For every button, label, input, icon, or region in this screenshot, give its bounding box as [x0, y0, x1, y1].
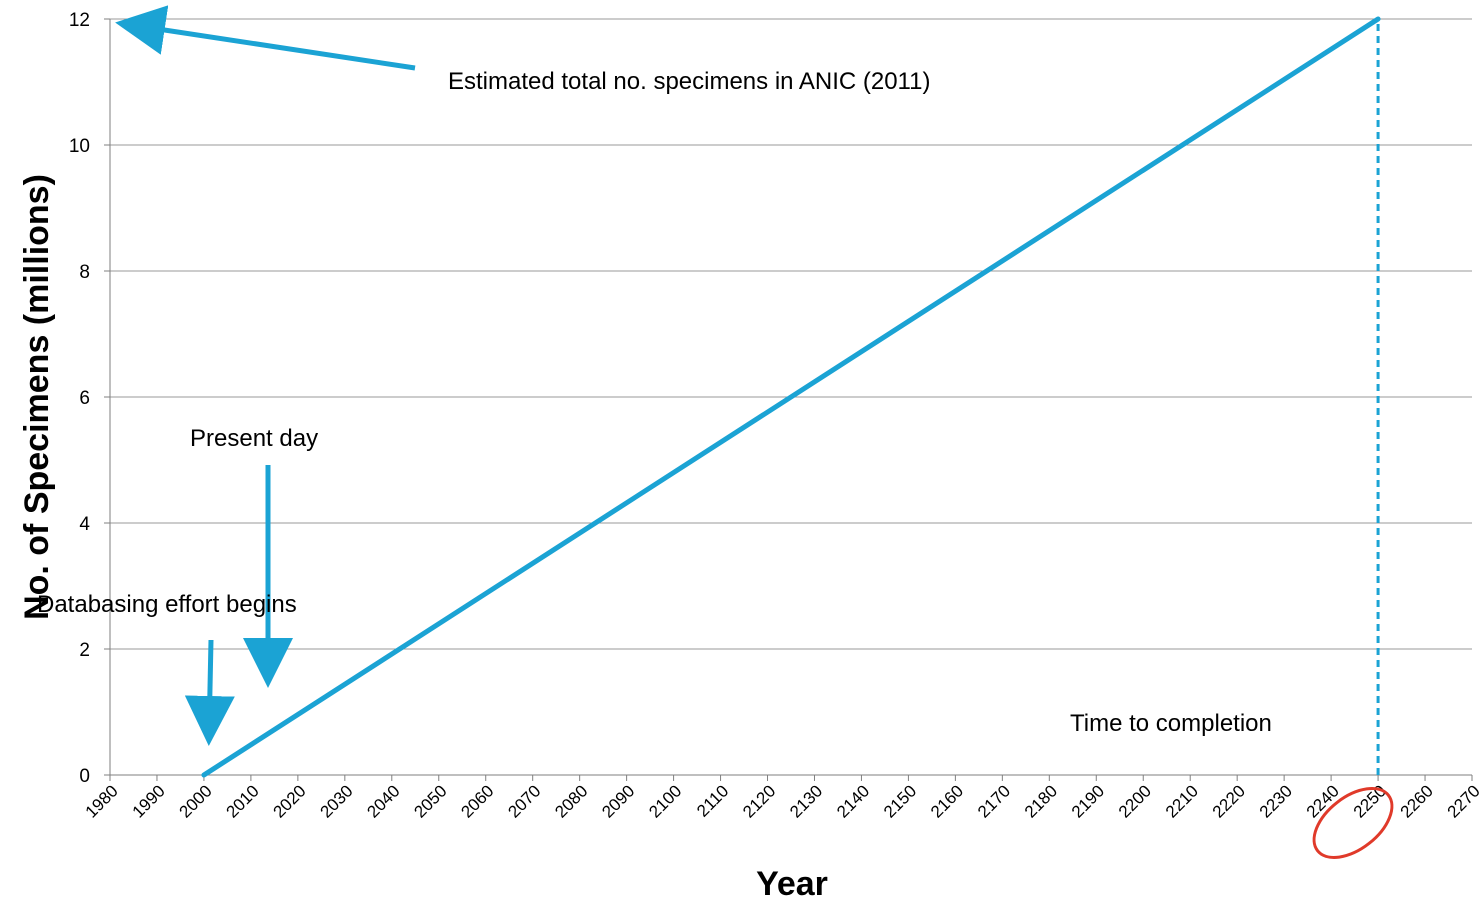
series-layer: [201, 16, 1381, 778]
x-tick-label-2070: 2070: [504, 781, 544, 821]
y-axis-title: No. of Specimens (millions): [18, 174, 56, 620]
x-tick-label-2010: 2010: [223, 781, 263, 821]
y-tick-label-8: 8: [79, 262, 90, 283]
x-tick-label-2160: 2160: [927, 781, 967, 821]
arrow-total-specimens: [115, 5, 416, 71]
x-tick-labels: 1980 1990 2000 2010 2020 2030 2040 2050 2060 2070…: [82, 781, 1483, 821]
x-tick-label-2210: 2210: [1162, 781, 1202, 821]
x-tick-label-2000: 2000: [176, 781, 216, 821]
x-tick-label-2180: 2180: [1021, 781, 1061, 821]
x-tick-label-2020: 2020: [270, 781, 310, 821]
x-tick-label-2050: 2050: [410, 781, 450, 821]
y-tick-label-6: 6: [79, 388, 90, 409]
annotation-present-day: Present day: [190, 425, 318, 452]
x-tick-label-2100: 2100: [645, 781, 685, 821]
annotation-total-specimens: Estimated total no. specimens in ANIC (2…: [448, 68, 930, 95]
highlight-ellipse: [1312, 787, 1394, 859]
x-tick-label-2190: 2190: [1068, 781, 1108, 821]
x-tick-label-2170: 2170: [974, 781, 1014, 821]
axes: [104, 18, 1473, 781]
x-tick-label-2030: 2030: [316, 781, 356, 821]
x-tick-label-1980: 1980: [82, 781, 122, 821]
x-tick-label-2220: 2220: [1209, 781, 1249, 821]
gridlines: [110, 18, 1472, 650]
x-tick-label-2260: 2260: [1397, 781, 1437, 821]
x-tick-label-2060: 2060: [457, 781, 497, 821]
y-tick-label-4: 4: [79, 514, 90, 535]
x-tick-label-2040: 2040: [363, 781, 403, 821]
y-tick-label-12: 12: [69, 10, 90, 31]
x-tick-label-2140: 2140: [833, 781, 873, 821]
y-tick-label-0: 0: [79, 766, 90, 787]
x-tick-label-2270: 2270: [1444, 781, 1483, 821]
y-tick-labels: 0 2 4 6 8 10 12: [69, 10, 91, 787]
x-tick-label-1990: 1990: [129, 781, 169, 821]
annotation-time-to-completion: Time to completion: [1070, 710, 1272, 737]
x-tick-label-2090: 2090: [598, 781, 638, 821]
x-tick-label-2150: 2150: [880, 781, 920, 821]
x-tick-label-2120: 2120: [739, 781, 779, 821]
x-tick-label-2130: 2130: [786, 781, 826, 821]
arrow-databasing-begins: [184, 639, 235, 746]
x-tick-label-2110: 2110: [693, 781, 732, 820]
annotation-databasing-begins: Databasing effort begins: [37, 591, 297, 618]
y-tick-label-10: 10: [69, 136, 90, 157]
x-axis-title: Year: [756, 865, 828, 902]
x-tick-label-2230: 2230: [1256, 781, 1296, 821]
series-line-0: [201, 16, 1381, 778]
x-tick-label-2080: 2080: [551, 781, 591, 821]
x-tick-label-2200: 2200: [1115, 781, 1155, 821]
y-tick-label-2: 2: [79, 640, 90, 661]
